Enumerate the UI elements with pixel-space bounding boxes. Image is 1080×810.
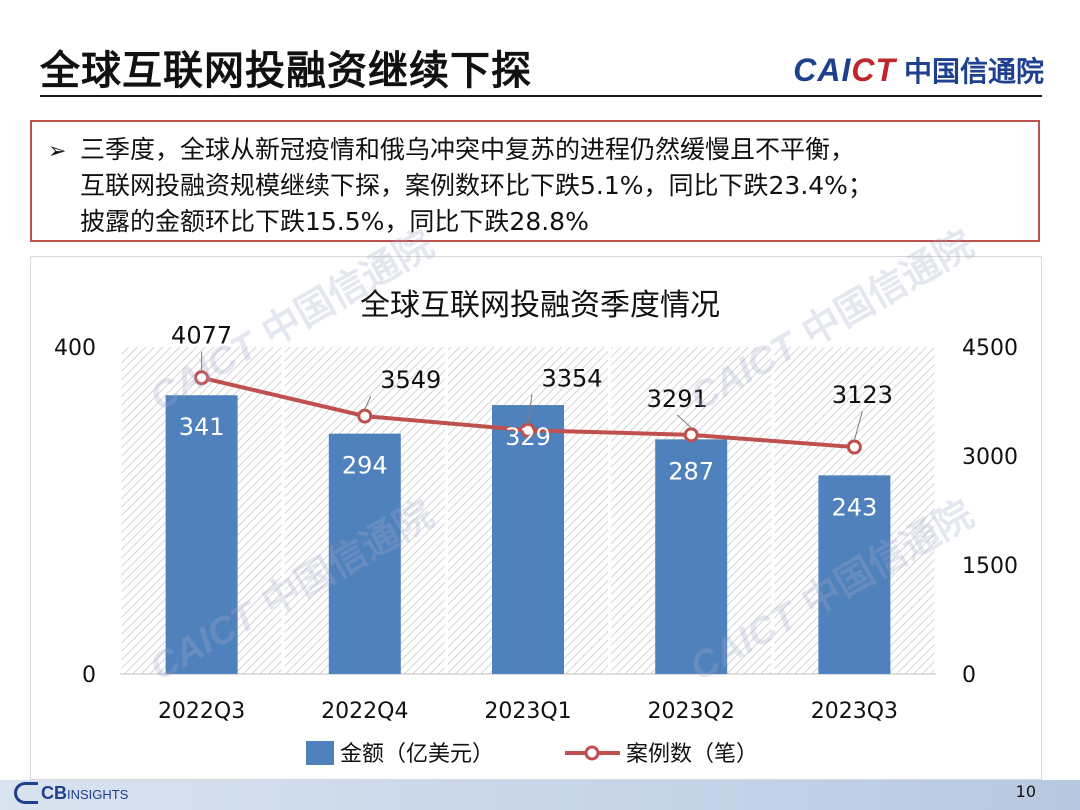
callout-line-1: 三季度，全球从新冠疫情和俄乌冲突中复苏的进程仍然缓慢且不平衡， xyxy=(80,135,856,164)
data-label-leader xyxy=(853,410,863,441)
chart-frame xyxy=(30,256,1042,780)
y-left-tick: 400 xyxy=(54,336,96,361)
case-count-label: 3549 xyxy=(380,366,441,394)
bar-2022Q3 xyxy=(165,395,238,674)
legend-line-label: 案例数（笔） xyxy=(626,742,758,767)
case-count-point xyxy=(194,370,210,386)
bar-2023Q3 xyxy=(818,475,891,674)
y-right-tick: 3000 xyxy=(962,445,1018,470)
summary-callout: ➢ 三季度，全球从新冠疫情和俄乌冲突中复苏的进程仍然缓慢且不平衡， 互联网投融资… xyxy=(30,120,1040,242)
y-right-tick: 4500 xyxy=(962,336,1018,361)
y-right-tick: 0 xyxy=(962,663,976,688)
legend-line-marker xyxy=(584,745,600,761)
page-title: 全球互联网投融资继续下探 xyxy=(40,48,532,94)
chart-title: 全球互联网投融资季度情况 xyxy=(360,288,720,323)
case-count-label: 3123 xyxy=(832,381,893,409)
case-count-label: 3291 xyxy=(647,385,708,413)
page-number: 10 xyxy=(1015,782,1036,801)
case-count-label: 3354 xyxy=(541,364,602,392)
bar-value-label: 287 xyxy=(668,457,714,485)
data-label-leader xyxy=(364,395,372,410)
cb-logo-icon xyxy=(14,782,38,804)
logo-en: CAICT xyxy=(793,51,896,88)
legend-bar-swatch xyxy=(306,741,334,765)
data-label-leader xyxy=(527,394,533,424)
bar-value-label: 294 xyxy=(342,452,388,480)
x-tick-label: 2023Q3 xyxy=(811,699,898,724)
callout-line-3: 披露的金额环比下跌15.5%，同比下跌28.8% xyxy=(80,207,589,236)
bar-value-label: 341 xyxy=(179,413,225,441)
case-count-point xyxy=(683,427,699,443)
x-tick-label: 2023Q1 xyxy=(484,699,571,724)
callout-line-2: 互联网投融资规模继续下探，案例数环比下跌5.1%，同比下跌23.4%； xyxy=(80,171,873,200)
bar-value-label: 243 xyxy=(831,493,877,521)
bar-2023Q2 xyxy=(655,439,728,674)
x-tick-label: 2022Q3 xyxy=(158,699,245,724)
title-divider xyxy=(40,95,1042,97)
bar-2022Q4 xyxy=(328,433,401,674)
caict-logo: CAICT 中国信通院 xyxy=(793,50,1044,90)
logo-cn: 中国信通院 xyxy=(903,55,1044,88)
x-tick-label: 2023Q2 xyxy=(648,699,735,724)
cb-insights-logo: CBINSIGHTS xyxy=(14,782,128,804)
case-count-point xyxy=(520,422,536,438)
x-tick-label: 2022Q4 xyxy=(321,699,408,724)
y-left-tick: 0 xyxy=(82,663,96,688)
case-count-label: 4077 xyxy=(171,322,232,350)
case-count-point xyxy=(357,408,373,424)
data-label-leader xyxy=(676,414,692,429)
case-count-point xyxy=(846,439,862,455)
bullet-arrow-icon: ➢ xyxy=(48,139,67,164)
bar-value-label: 329 xyxy=(505,423,551,451)
bar-2023Q1 xyxy=(492,405,564,674)
y-right-tick: 1500 xyxy=(962,554,1018,579)
footer-bar xyxy=(0,780,1080,810)
legend-bar-label: 金额（亿美元） xyxy=(340,742,494,767)
